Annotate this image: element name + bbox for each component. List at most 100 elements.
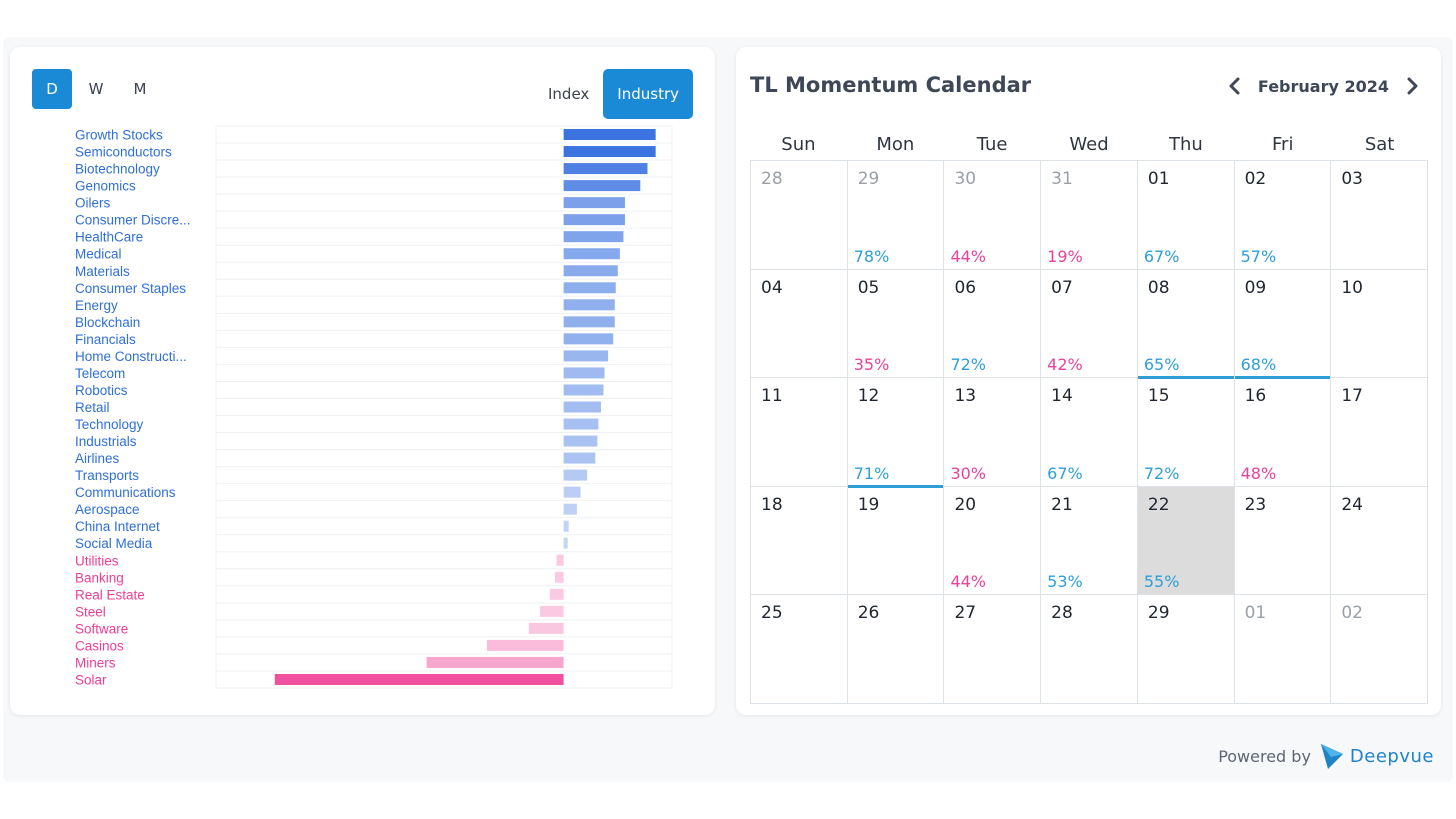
- bar[interactable]: [563, 197, 625, 209]
- bar[interactable]: [563, 299, 615, 311]
- bar[interactable]: [563, 452, 596, 464]
- calendar-day[interactable]: 11: [751, 378, 848, 487]
- bar-label[interactable]: Communications: [75, 485, 176, 500]
- calendar-day[interactable]: 17: [1331, 378, 1429, 487]
- bar-label[interactable]: China Internet: [75, 519, 160, 534]
- brand-name[interactable]: Deepvue: [1349, 745, 1434, 767]
- calendar-day[interactable]: 07 42%: [1041, 269, 1138, 378]
- calendar-day[interactable]: 21 53%: [1041, 486, 1138, 595]
- bar-label[interactable]: Real Estate: [75, 587, 145, 602]
- deepvue-logo-icon[interactable]: [1319, 742, 1345, 770]
- bar[interactable]: [563, 214, 625, 226]
- bar[interactable]: [549, 588, 564, 600]
- calendar-day[interactable]: 30 44%: [944, 161, 1042, 270]
- bar-label[interactable]: Consumer Discre...: [75, 213, 191, 228]
- bar[interactable]: [563, 418, 599, 430]
- bar-label[interactable]: Telecom: [75, 366, 125, 381]
- prev-month-chevron-left-icon[interactable]: [1220, 74, 1248, 98]
- bar[interactable]: [563, 265, 618, 277]
- bar[interactable]: [274, 673, 564, 685]
- bar[interactable]: [563, 316, 615, 328]
- bar[interactable]: [540, 605, 564, 617]
- bar[interactable]: [528, 622, 564, 634]
- bar[interactable]: [563, 486, 581, 498]
- calendar-day-today[interactable]: 22 55%: [1137, 486, 1235, 595]
- bar[interactable]: [563, 333, 614, 345]
- bar-label[interactable]: HealthCare: [75, 230, 143, 245]
- period-monthly-button[interactable]: M: [133, 80, 147, 98]
- calendar-day[interactable]: 31 19%: [1041, 161, 1138, 270]
- calendar-day[interactable]: 02: [1331, 595, 1429, 704]
- calendar-day[interactable]: 15 72%: [1137, 378, 1235, 487]
- bar[interactable]: [563, 384, 604, 396]
- bar-label[interactable]: Oilers: [75, 196, 111, 211]
- bar[interactable]: [563, 367, 605, 379]
- period-weekly-button[interactable]: W: [88, 80, 104, 98]
- bar-label[interactable]: Transports: [75, 468, 139, 483]
- bar-label[interactable]: Software: [75, 621, 128, 636]
- calendar-day[interactable]: 28: [1041, 595, 1138, 704]
- calendar-day[interactable]: 27: [944, 595, 1042, 704]
- calendar-day[interactable]: 28: [751, 161, 848, 270]
- calendar-day[interactable]: 16 48%: [1234, 378, 1332, 487]
- calendar-day[interactable]: 02 57%: [1234, 161, 1332, 270]
- calendar-day[interactable]: 20 44%: [944, 486, 1042, 595]
- bar[interactable]: [563, 401, 601, 413]
- calendar-day[interactable]: 29 78%: [847, 161, 945, 270]
- calendar-day[interactable]: 24: [1331, 486, 1429, 595]
- bar[interactable]: [554, 571, 564, 583]
- period-daily-button[interactable]: D: [32, 69, 72, 109]
- calendar-day[interactable]: 25: [751, 595, 848, 704]
- bar-label[interactable]: Aerospace: [75, 502, 140, 517]
- next-month-chevron-right-icon[interactable]: [1399, 74, 1427, 98]
- bar[interactable]: [563, 350, 609, 362]
- bar-label[interactable]: Growth Stocks: [75, 128, 163, 143]
- bar[interactable]: [563, 537, 568, 549]
- calendar-day[interactable]: 26: [847, 595, 945, 704]
- bar[interactable]: [563, 282, 616, 294]
- bar-label[interactable]: Steel: [75, 604, 106, 619]
- bar[interactable]: [563, 163, 648, 175]
- bar[interactable]: [486, 639, 564, 651]
- calendar-day[interactable]: 05 35%: [847, 269, 945, 378]
- bar[interactable]: [563, 129, 656, 141]
- calendar-day[interactable]: 06 72%: [944, 269, 1042, 378]
- calendar-day[interactable]: 14 67%: [1041, 378, 1138, 487]
- bar[interactable]: [563, 146, 656, 158]
- calendar-day[interactable]: 01: [1234, 595, 1332, 704]
- bar[interactable]: [563, 503, 577, 515]
- bar-label[interactable]: Airlines: [75, 451, 120, 466]
- bar-label[interactable]: Robotics: [75, 383, 128, 398]
- bar-label[interactable]: Semiconductors: [75, 145, 172, 160]
- calendar-day[interactable]: 13 30%: [944, 378, 1042, 487]
- bar-label[interactable]: Social Media: [75, 536, 153, 551]
- bar-label[interactable]: Banking: [75, 570, 124, 585]
- bar[interactable]: [563, 469, 588, 481]
- bar-label[interactable]: Casinos: [75, 638, 124, 653]
- bar-label[interactable]: Industrials: [75, 434, 137, 449]
- bar-label[interactable]: Retail: [75, 400, 110, 415]
- bar-label[interactable]: Energy: [75, 298, 118, 313]
- calendar-day[interactable]: 12 71%: [847, 378, 945, 488]
- bar-label[interactable]: Solar: [75, 672, 107, 687]
- bar-label[interactable]: Materials: [75, 264, 130, 279]
- calendar-day[interactable]: 19: [847, 486, 945, 595]
- bar-label[interactable]: Medical: [75, 247, 122, 262]
- calendar-day[interactable]: 03: [1331, 161, 1429, 270]
- calendar-day[interactable]: 01 67%: [1137, 161, 1235, 270]
- bar-label[interactable]: Biotechnology: [75, 162, 160, 177]
- calendar-day[interactable]: 23: [1234, 486, 1332, 595]
- bar[interactable]: [563, 248, 620, 260]
- calendar-day[interactable]: 29: [1137, 595, 1235, 704]
- bar-label[interactable]: Miners: [75, 655, 116, 670]
- bar-label[interactable]: Home Constructi...: [75, 349, 187, 364]
- industry-tab[interactable]: Industry: [603, 69, 693, 119]
- index-tab[interactable]: Index: [548, 85, 590, 103]
- bar-label[interactable]: Utilities: [75, 553, 119, 568]
- bar[interactable]: [563, 520, 569, 532]
- calendar-day[interactable]: 10: [1331, 269, 1429, 378]
- calendar-day[interactable]: 09 68%: [1234, 269, 1332, 379]
- bar[interactable]: [563, 435, 598, 447]
- bar-label[interactable]: Genomics: [75, 179, 136, 194]
- bar-label[interactable]: Blockchain: [75, 315, 140, 330]
